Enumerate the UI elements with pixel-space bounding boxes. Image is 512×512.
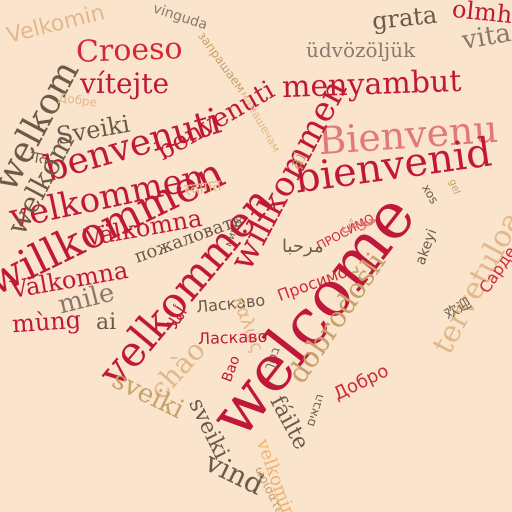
word-xos: xos: [419, 181, 442, 207]
word-mung: mùng: [11, 305, 82, 339]
word-habaim: הבאים: [302, 391, 327, 429]
word-dobro: Добро: [330, 360, 393, 405]
word-grata: grata: [370, 0, 439, 36]
word-vinguda: vinguda: [150, 0, 210, 34]
word-vitejte: vítejte: [80, 67, 170, 100]
word-croeso: Croeso: [75, 31, 184, 70]
word-laskavo: Ласкаво: [197, 326, 268, 349]
word-gel: gel: [446, 177, 462, 196]
word-udvozoljuk: üdvözöljük: [306, 38, 416, 62]
word-zaprashaem: запрашаем: [195, 29, 249, 95]
word-ai-bottom: ai: [96, 310, 117, 335]
word-vita: vita: [459, 17, 512, 57]
word-marhaba: مرحبا: [282, 236, 324, 257]
